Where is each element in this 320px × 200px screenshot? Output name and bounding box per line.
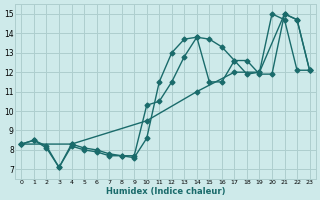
X-axis label: Humidex (Indice chaleur): Humidex (Indice chaleur) [106,187,225,196]
